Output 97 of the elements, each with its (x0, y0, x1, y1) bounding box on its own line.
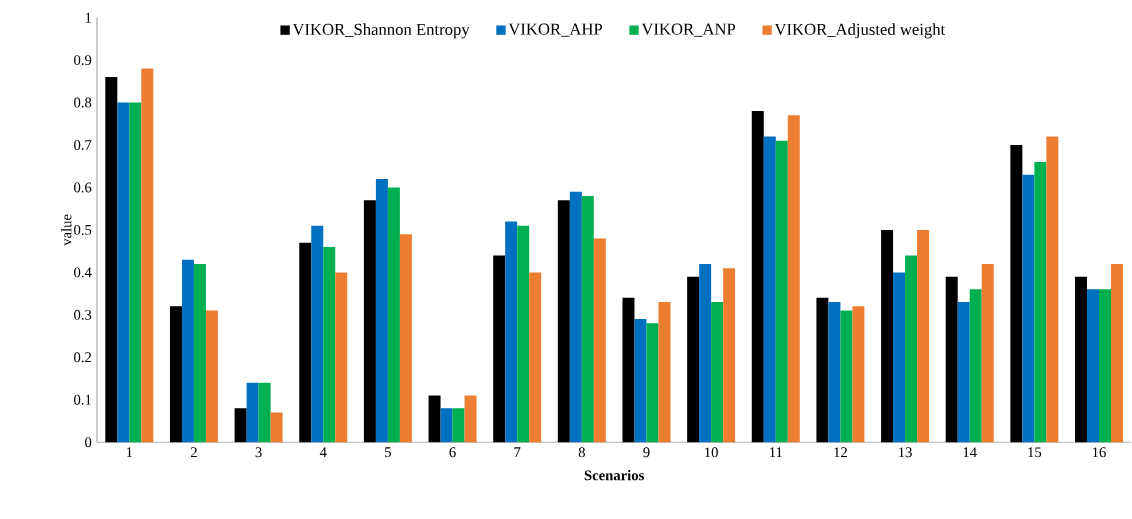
x-tick-label: 8 (578, 447, 585, 458)
x-tick-label: 11 (770, 447, 782, 458)
x-tick-label: 16 (1092, 447, 1106, 458)
x-tick-label: 9 (643, 447, 650, 458)
bar (246, 382, 259, 443)
legend-label: VIKOR_Adjusted weight (774, 23, 946, 39)
y-tick-label: 1 (85, 12, 91, 23)
y-tick-label: 0.7 (74, 140, 92, 151)
bar (452, 408, 465, 443)
bar (193, 263, 206, 443)
bar (1022, 174, 1035, 443)
bar (399, 234, 412, 443)
bar (387, 187, 400, 443)
x-tick-label: 5 (385, 447, 391, 458)
bar (311, 225, 324, 443)
x-tick-label: 3 (255, 447, 262, 458)
bar (1099, 289, 1112, 443)
y-tick-label: 0.2 (74, 352, 92, 363)
y-tick-label: 0.9 (74, 55, 92, 66)
bar (1087, 289, 1100, 443)
x-tick-label: 2 (190, 447, 197, 458)
bar (905, 255, 918, 443)
x-axis-title: Scenarios (584, 470, 644, 481)
legend-label: VIKOR_AHP (508, 23, 603, 37)
bar (464, 395, 477, 443)
bar (569, 191, 582, 443)
bar (1075, 276, 1088, 443)
y-tick-label: 0.1 (74, 394, 91, 405)
x-tick-label: 14 (963, 447, 977, 458)
bar (258, 382, 271, 443)
bar (852, 306, 865, 443)
x-tick-label: 6 (449, 447, 456, 458)
y-tick-label: 0.8 (74, 97, 92, 108)
x-tick-label: 15 (1028, 447, 1042, 458)
bar (658, 302, 671, 443)
bar (517, 225, 530, 443)
y-tick-label: 0.5 (74, 225, 92, 235)
bar (945, 276, 958, 443)
y-tick-label: 0.6 (74, 182, 92, 193)
bar (634, 319, 647, 443)
bar (323, 246, 336, 443)
bar (711, 302, 724, 443)
bar (129, 102, 142, 443)
bar (723, 268, 736, 443)
bar (181, 259, 194, 443)
bar (169, 306, 182, 443)
x-tick-label: 1 (126, 447, 133, 458)
bar (840, 310, 853, 443)
y-tick-label: 0 (85, 437, 92, 448)
bar (763, 136, 776, 443)
bar (751, 111, 764, 443)
bar (981, 263, 994, 443)
bar (335, 272, 348, 443)
bar (141, 68, 154, 443)
bar (1111, 263, 1124, 443)
bar (557, 200, 570, 443)
x-tick-label: 7 (514, 447, 521, 458)
bar (375, 179, 388, 443)
bar (687, 276, 700, 443)
bar (428, 395, 441, 443)
bar (105, 77, 118, 443)
y-tick-label: 0.3 (74, 309, 92, 320)
x-tick-label: 12 (834, 447, 847, 458)
bar (881, 230, 894, 443)
bar (581, 196, 594, 443)
bar (117, 102, 130, 443)
bar (529, 272, 542, 443)
legend-label: VIKOR_Shannon Entropy (292, 23, 470, 39)
bar (1046, 136, 1059, 443)
x-tick-label: 10 (705, 447, 718, 458)
bar (593, 238, 606, 443)
bar (816, 297, 829, 443)
bar (440, 408, 453, 443)
bar (775, 140, 788, 443)
bar (699, 263, 712, 443)
bar (969, 289, 982, 443)
bar (1010, 145, 1023, 443)
bar (299, 242, 312, 443)
bar (957, 302, 970, 443)
bar (493, 255, 506, 443)
bar (363, 200, 376, 443)
bar (893, 272, 906, 443)
bar (622, 297, 635, 443)
x-tick-label: 13 (899, 447, 912, 458)
bar (787, 115, 800, 443)
bar (917, 230, 930, 443)
bar (505, 221, 518, 443)
bar (270, 412, 283, 443)
y-axis-title: value (61, 214, 72, 246)
bar (234, 408, 247, 443)
legend-label: VIKOR_ANP (641, 23, 736, 37)
bar (205, 310, 218, 443)
bar (1034, 162, 1047, 443)
bar (646, 323, 659, 443)
bar (828, 302, 841, 443)
x-tick-label: 4 (319, 447, 327, 458)
y-tick-label: 0.4 (74, 267, 92, 278)
